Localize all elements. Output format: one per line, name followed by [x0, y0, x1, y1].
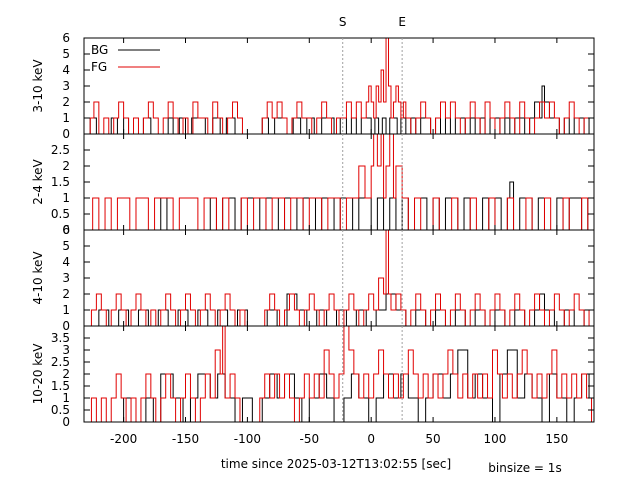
series-fg: [86, 325, 594, 423]
y-axis-label: 3-10 keV: [31, 59, 45, 113]
y-tick-label: 1.5: [51, 175, 70, 189]
y-tick-label: 1.5: [51, 379, 70, 393]
y-tick-label: 0: [62, 223, 70, 237]
x-tick-label: -50: [299, 432, 319, 446]
legend-label: BG: [91, 43, 108, 57]
panel-3: 0 1 2 3 4 5 6 4-10 keV: [31, 223, 595, 333]
y-tick-label: 3: [62, 343, 70, 357]
y-tick-label: 2: [62, 95, 70, 109]
panel-4: 00.511.522.533.5 10-20 keV: [31, 325, 595, 429]
y-tick-label: 3: [62, 79, 70, 93]
legend: BG FG: [91, 43, 160, 74]
legend-label: FG: [91, 60, 107, 74]
y-tick-label: 1: [62, 111, 70, 125]
x-axis: -200 -150 -100 -50 0 50 100 150: [110, 432, 568, 446]
panel-1: 0 1 2 3 4 5 6 3-10 keV: [31, 31, 595, 141]
y-tick-label: 6: [62, 223, 70, 237]
y-tick-label: 0: [62, 127, 70, 141]
binsize-label: binsize = 1s: [488, 461, 561, 475]
x-tick-label: -150: [172, 432, 199, 446]
y-tick-label: 5: [62, 47, 70, 61]
series-fg: [86, 133, 594, 231]
y-axis-label: 10-20 keV: [31, 343, 45, 405]
x-tick-label: 150: [545, 432, 568, 446]
series-fg: [86, 229, 595, 327]
x-tick-label: -100: [234, 432, 261, 446]
y-tick-label: 4: [62, 255, 70, 269]
x-axis-label: time since 2025-03-12T13:02:55 [sec]: [221, 457, 451, 471]
y-tick-label: 2.5: [51, 355, 70, 369]
y-tick-label: 3: [62, 271, 70, 285]
y-tick-label: 2: [62, 367, 70, 381]
y-axis-label: 4-10 keV: [31, 251, 45, 305]
x-tick-label: 100: [484, 432, 507, 446]
x-tick-label: -200: [110, 432, 137, 446]
series-fg: [86, 37, 595, 135]
marker-label: S: [339, 15, 347, 29]
y-tick-label: 4: [62, 63, 70, 77]
y-tick-label: 3.5: [51, 331, 70, 345]
y-tick-label: 6: [62, 31, 70, 45]
panel-frame: [83, 37, 595, 135]
y-tick-label: 5: [62, 239, 70, 253]
y-axis-label: 2-4 keV: [31, 158, 45, 204]
panel-frame: [83, 325, 595, 423]
x-tick-label: 50: [425, 432, 440, 446]
panel-2: 0 0.5 1 1.5 2 2.5 2-4 keV: [31, 133, 595, 237]
y-tick-label: 1: [62, 191, 70, 205]
series-bg: [86, 349, 595, 423]
series-bg: [86, 85, 595, 135]
y-tick-label: 2: [62, 159, 70, 173]
y-tick-label: 0: [62, 319, 70, 333]
y-tick-label: 0: [62, 415, 70, 429]
y-tick-label: 0.5: [51, 403, 70, 417]
y-tick-label: 1: [62, 303, 70, 317]
marker-label: E: [398, 15, 406, 29]
x-tick-label: 0: [367, 432, 375, 446]
y-tick-label: 2: [62, 287, 70, 301]
y-tick-label: 2.5: [51, 143, 70, 157]
y-tick-label: 1: [62, 391, 70, 405]
y-tick-label: 0.5: [51, 207, 70, 221]
